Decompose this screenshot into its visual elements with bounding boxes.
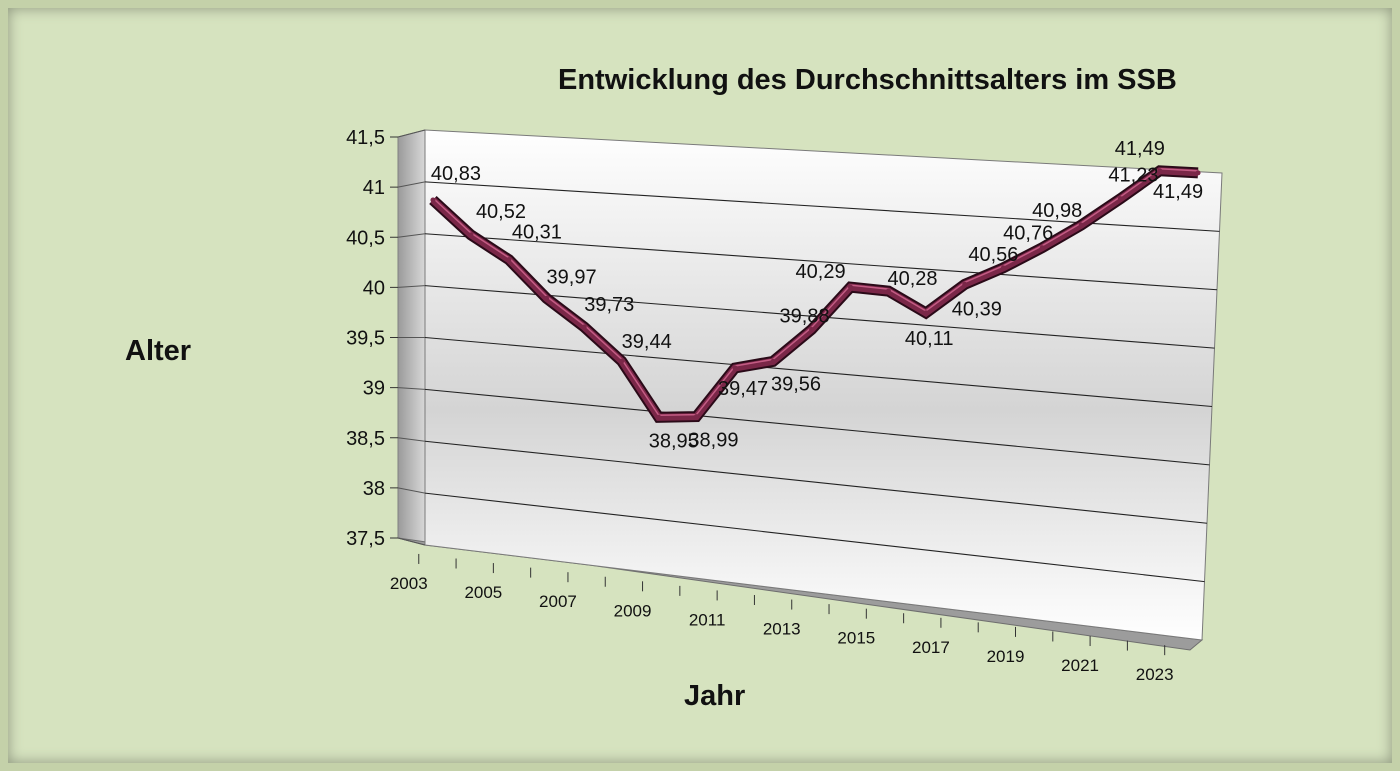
x-tick-label: 2013 bbox=[763, 620, 801, 639]
side-gridline bbox=[397, 233, 426, 238]
side-gridline bbox=[397, 387, 426, 390]
gridline bbox=[424, 336, 1213, 408]
side-gridline bbox=[397, 487, 426, 494]
data-point bbox=[962, 281, 968, 287]
x-tick-label: 2023 bbox=[1136, 665, 1174, 684]
data-point bbox=[506, 257, 512, 263]
data-point bbox=[1078, 222, 1084, 228]
data-label: 41,49 bbox=[1153, 181, 1203, 203]
data-point bbox=[848, 284, 854, 290]
data-label: 39,97 bbox=[547, 266, 597, 288]
y-tick-label: 38 bbox=[363, 478, 385, 500]
data-label: 41,23 bbox=[1108, 165, 1158, 187]
data-label: 39,88 bbox=[780, 305, 830, 327]
data-label: 40,52 bbox=[476, 201, 526, 223]
data-point bbox=[1195, 170, 1201, 176]
data-label: 40,28 bbox=[887, 268, 937, 290]
side-gridline bbox=[397, 285, 426, 288]
data-label: 40,39 bbox=[952, 298, 1002, 320]
data-point bbox=[430, 197, 436, 203]
y-axis-title: Alter bbox=[125, 335, 191, 367]
data-label: 40,56 bbox=[968, 244, 1018, 266]
data-point bbox=[1000, 265, 1006, 271]
gridline bbox=[424, 440, 1208, 524]
data-label: 40,31 bbox=[512, 222, 562, 244]
data-point bbox=[468, 232, 474, 238]
data-point bbox=[923, 310, 929, 316]
chart-title: Entwicklung des Durchschnittsalters im S… bbox=[558, 64, 1177, 96]
data-label: 40,29 bbox=[796, 261, 846, 283]
x-tick-label: 2011 bbox=[689, 610, 726, 629]
x-tick-label: 2017 bbox=[912, 638, 950, 657]
data-label: 38,95 bbox=[649, 430, 699, 452]
data-point bbox=[1157, 168, 1163, 174]
data-point bbox=[544, 295, 550, 301]
side-gridline bbox=[397, 129, 426, 138]
y-tick-label: 37,5 bbox=[346, 528, 385, 550]
y-tick-label: 40,5 bbox=[346, 227, 385, 249]
data-label: 38,99 bbox=[688, 430, 738, 452]
side-gridline bbox=[397, 437, 426, 442]
y-tick-label: 41 bbox=[363, 177, 385, 199]
y-tick-label: 41,5 bbox=[346, 127, 385, 149]
x-tick-label: 2005 bbox=[464, 583, 502, 602]
data-label: 41,49 bbox=[1115, 138, 1165, 160]
data-point bbox=[619, 358, 625, 364]
side-gridline bbox=[397, 181, 426, 188]
y-tick-label: 40 bbox=[363, 277, 385, 299]
data-label: 39,56 bbox=[771, 373, 821, 395]
gridline bbox=[424, 233, 1218, 291]
y-tick-label: 39 bbox=[363, 378, 385, 400]
data-point bbox=[809, 326, 815, 332]
data-point bbox=[732, 365, 738, 371]
data-point bbox=[770, 358, 776, 364]
y-tick-label: 39,5 bbox=[346, 328, 385, 350]
data-label: 40,76 bbox=[1003, 223, 1053, 245]
x-tick-label: 2015 bbox=[837, 629, 875, 648]
data-point bbox=[1039, 245, 1045, 251]
data-label: 39,44 bbox=[622, 331, 672, 353]
data-label: 39,47 bbox=[718, 378, 768, 400]
data-label: 40,83 bbox=[431, 163, 481, 185]
data-point bbox=[581, 324, 587, 330]
data-label: 40,11 bbox=[905, 328, 954, 350]
x-tick-label: 2009 bbox=[614, 601, 652, 620]
data-point bbox=[885, 288, 891, 294]
x-axis-title: Jahr bbox=[684, 680, 745, 712]
y-tick-label: 38,5 bbox=[346, 428, 385, 450]
x-tick-label: 2021 bbox=[1061, 656, 1099, 675]
gridline bbox=[424, 388, 1210, 466]
data-label: 40,98 bbox=[1032, 200, 1082, 222]
data-label: 39,73 bbox=[584, 294, 634, 316]
side-gridline bbox=[397, 537, 426, 546]
x-tick-label: 2003 bbox=[390, 574, 428, 593]
data-point bbox=[1117, 196, 1123, 202]
gridline bbox=[424, 492, 1205, 583]
x-tick-label: 2007 bbox=[539, 592, 577, 611]
data-point bbox=[693, 414, 699, 420]
x-tick-label: 2019 bbox=[987, 647, 1025, 666]
data-point bbox=[656, 414, 662, 420]
